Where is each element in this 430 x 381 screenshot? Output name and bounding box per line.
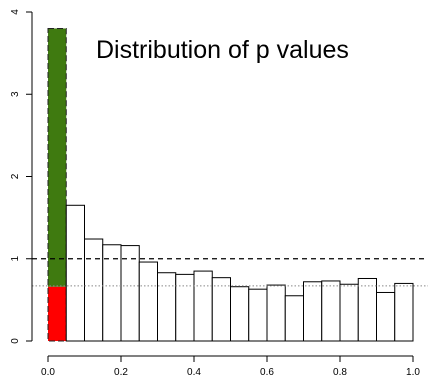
- bar: [121, 246, 139, 341]
- chart-title: Distribution of p values: [96, 36, 349, 64]
- y-tick-label: 0: [10, 338, 21, 344]
- bar: [340, 284, 358, 341]
- bar: [267, 285, 285, 341]
- x-tick-label: 0.6: [260, 367, 274, 378]
- x-tick-label: 0.8: [333, 367, 347, 378]
- y-tick-label: 3: [10, 91, 21, 97]
- bar-segment-red: [48, 287, 66, 341]
- x-tick-label: 0.2: [114, 367, 128, 378]
- bar: [231, 287, 249, 341]
- bar: [304, 282, 322, 341]
- bar: [176, 274, 194, 341]
- bar-segment-green: [48, 28, 66, 286]
- bar: [285, 296, 303, 341]
- bar: [212, 278, 230, 341]
- x-tick-label: 0.4: [187, 367, 201, 378]
- bar: [85, 239, 103, 341]
- bar: [249, 289, 267, 341]
- bar: [377, 292, 395, 341]
- y-tick-label: 4: [10, 9, 21, 15]
- histogram-bars: [48, 28, 413, 341]
- bar: [66, 205, 84, 341]
- x-tick-label: 0.0: [41, 367, 55, 378]
- y-tick-label: 1: [10, 256, 21, 262]
- bar: [322, 281, 340, 341]
- bar: [158, 273, 176, 341]
- bar: [139, 262, 157, 341]
- y-tick-label: 2: [10, 173, 21, 179]
- bar: [395, 283, 413, 341]
- bar: [358, 278, 376, 341]
- bar: [194, 271, 212, 341]
- x-tick-label: 1.0: [406, 367, 420, 378]
